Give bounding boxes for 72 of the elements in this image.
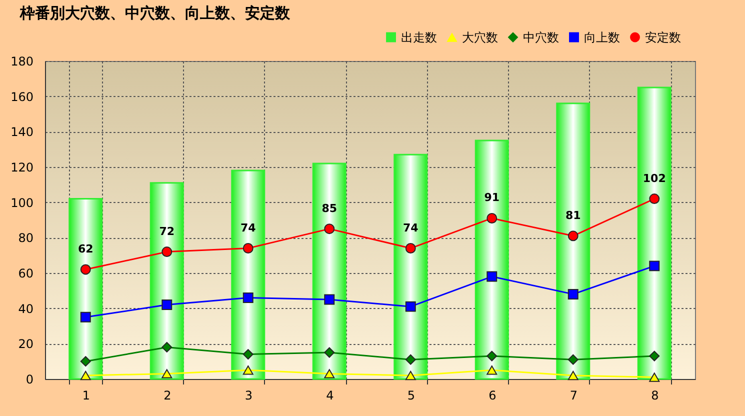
point bbox=[405, 370, 416, 380]
data-label: 91 bbox=[484, 191, 500, 204]
bar bbox=[394, 154, 428, 380]
bar bbox=[556, 102, 590, 380]
point bbox=[324, 224, 335, 234]
point bbox=[649, 260, 660, 272]
point bbox=[242, 292, 254, 303]
point bbox=[568, 354, 578, 365]
x-tick-label: 8 bbox=[651, 388, 659, 402]
point bbox=[80, 312, 91, 322]
point bbox=[324, 294, 335, 305]
point bbox=[162, 342, 172, 352]
data-label: 102 bbox=[642, 172, 666, 185]
data-label: 62 bbox=[78, 242, 94, 256]
x-tick-label: 6 bbox=[488, 388, 496, 402]
legend-label: 中穴数 bbox=[523, 30, 559, 44]
x-tick-label: 1 bbox=[82, 388, 90, 402]
point bbox=[242, 366, 254, 375]
x-tick-label: 7 bbox=[570, 388, 578, 402]
bar bbox=[231, 170, 266, 380]
point bbox=[649, 350, 660, 362]
point bbox=[649, 372, 660, 382]
legend-label: 大穴数 bbox=[462, 30, 498, 44]
x-tick-label: 5 bbox=[407, 388, 415, 402]
bar bbox=[312, 162, 346, 380]
point bbox=[568, 288, 578, 300]
y-tick-label: 0 bbox=[26, 372, 34, 386]
y-tick-label: 180 bbox=[10, 54, 34, 68]
data-label: 74 bbox=[402, 221, 419, 234]
y-tick-label: 100 bbox=[10, 196, 34, 210]
data-label: 81 bbox=[565, 208, 581, 222]
bar bbox=[637, 86, 672, 380]
chart-title: 枠番別大穴数、中穴数、向上数、安定数 bbox=[19, 4, 292, 22]
legend-label: 向上数 bbox=[584, 30, 620, 44]
point bbox=[486, 350, 498, 362]
point bbox=[649, 194, 660, 204]
point bbox=[568, 230, 578, 242]
data-label: 72 bbox=[159, 224, 175, 238]
legend-label: 出走数 bbox=[401, 30, 437, 44]
y-tick-label: 120 bbox=[10, 160, 34, 174]
point bbox=[80, 264, 91, 275]
point bbox=[80, 356, 91, 367]
y-tick-label: 60 bbox=[18, 266, 34, 280]
point bbox=[486, 271, 498, 282]
legend-label: 安定数 bbox=[645, 30, 681, 44]
point bbox=[405, 243, 416, 254]
x-tick-label: 4 bbox=[326, 388, 334, 402]
point bbox=[324, 347, 335, 358]
point bbox=[486, 213, 498, 224]
point bbox=[162, 300, 172, 310]
y-tick-label: 80 bbox=[18, 231, 34, 246]
point bbox=[162, 369, 172, 378]
point bbox=[242, 243, 254, 254]
point bbox=[324, 369, 335, 378]
point bbox=[80, 370, 91, 380]
point bbox=[405, 301, 416, 312]
point bbox=[486, 366, 498, 375]
bar bbox=[68, 198, 103, 380]
point bbox=[405, 354, 416, 365]
data-label: 74 bbox=[240, 221, 256, 234]
x-tick-label: 2 bbox=[164, 388, 172, 402]
bar bbox=[150, 182, 184, 380]
point bbox=[568, 370, 578, 380]
x-tick-label: 3 bbox=[244, 388, 252, 402]
bar bbox=[474, 140, 509, 380]
point bbox=[162, 246, 172, 258]
data-label: 85 bbox=[322, 202, 338, 215]
point bbox=[242, 349, 254, 360]
y-tick-label: 160 bbox=[10, 90, 34, 104]
y-tick-label: 20 bbox=[18, 337, 34, 352]
y-tick-label: 140 bbox=[10, 125, 34, 140]
y-tick-label: 40 bbox=[18, 302, 34, 316]
